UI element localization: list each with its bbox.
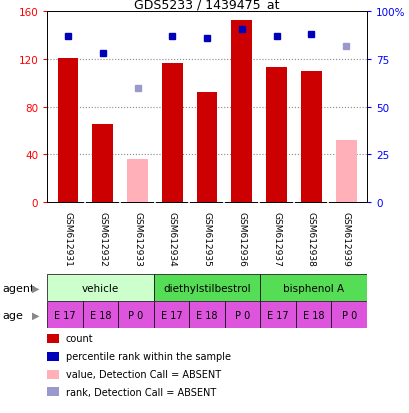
Text: GSM612931: GSM612931 <box>63 211 72 266</box>
Bar <box>330 301 366 328</box>
Text: ▶: ▶ <box>32 283 39 293</box>
Bar <box>118 301 153 328</box>
Text: P 0: P 0 <box>341 310 356 320</box>
Text: GSM612934: GSM612934 <box>167 211 176 266</box>
Text: E 17: E 17 <box>267 310 288 320</box>
Text: GSM612939: GSM612939 <box>341 211 350 266</box>
Bar <box>47 301 83 328</box>
Bar <box>189 301 224 328</box>
Text: ▶: ▶ <box>32 310 39 320</box>
Text: rank, Detection Call = ABSENT: rank, Detection Call = ABSENT <box>65 387 215 397</box>
Text: E 17: E 17 <box>160 310 182 320</box>
Bar <box>295 301 330 328</box>
Bar <box>83 301 118 328</box>
Bar <box>224 301 260 328</box>
Bar <box>260 301 295 328</box>
Text: GSM612933: GSM612933 <box>133 211 142 266</box>
Text: value, Detection Call = ABSENT: value, Detection Call = ABSENT <box>65 369 220 379</box>
Text: GSM612936: GSM612936 <box>237 211 246 266</box>
Bar <box>127 159 148 202</box>
Bar <box>231 21 252 202</box>
Text: bisphenol A: bisphenol A <box>282 283 344 293</box>
Text: GSM612938: GSM612938 <box>306 211 315 266</box>
Text: P 0: P 0 <box>128 310 143 320</box>
Text: diethylstilbestrol: diethylstilbestrol <box>163 283 250 293</box>
Text: GSM612937: GSM612937 <box>272 211 281 266</box>
Bar <box>260 275 366 301</box>
Title: GDS5233 / 1439475_at: GDS5233 / 1439475_at <box>134 0 279 11</box>
Bar <box>153 301 189 328</box>
Bar <box>162 64 182 202</box>
Text: age: age <box>2 310 23 320</box>
Text: E 17: E 17 <box>54 310 76 320</box>
Text: percentile rank within the sample: percentile rank within the sample <box>65 351 230 361</box>
Text: E 18: E 18 <box>196 310 217 320</box>
Bar <box>196 93 217 202</box>
Bar <box>335 140 356 202</box>
Bar <box>92 125 113 202</box>
Bar <box>47 275 153 301</box>
Text: E 18: E 18 <box>302 310 324 320</box>
Text: GSM612932: GSM612932 <box>98 211 107 266</box>
Bar <box>300 72 321 202</box>
Text: P 0: P 0 <box>234 310 249 320</box>
Text: vehicle: vehicle <box>82 283 119 293</box>
Bar <box>57 59 78 202</box>
Bar <box>265 68 286 202</box>
Text: E 18: E 18 <box>90 310 111 320</box>
Text: GSM612935: GSM612935 <box>202 211 211 266</box>
Text: agent: agent <box>2 283 34 293</box>
Bar <box>153 275 260 301</box>
Text: count: count <box>65 334 93 344</box>
